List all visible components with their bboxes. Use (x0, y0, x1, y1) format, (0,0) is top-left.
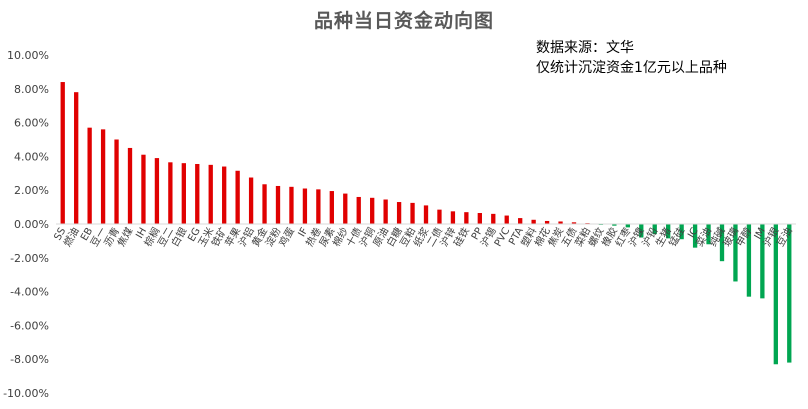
bar (343, 193, 348, 224)
bar (410, 202, 415, 225)
bar (450, 211, 456, 224)
bar (760, 224, 765, 299)
bar (356, 196, 361, 224)
y-tick-label: 0.00% (14, 218, 49, 231)
bar (370, 197, 375, 224)
bar (531, 219, 536, 224)
x-tick-label: IC (686, 226, 701, 240)
bar (746, 224, 752, 297)
bar (222, 166, 227, 224)
bar (396, 202, 402, 224)
bar (168, 162, 173, 224)
bar (154, 158, 160, 224)
bar (114, 139, 119, 224)
y-tick-label: 8.00% (14, 83, 49, 96)
y-tick-label: 4.00% (14, 150, 49, 163)
bar (248, 177, 254, 224)
bar (518, 218, 523, 224)
bar (544, 220, 550, 224)
x-tick-label: IM (753, 226, 768, 242)
bar (639, 224, 644, 238)
bar (275, 185, 281, 224)
bar-series (60, 82, 792, 365)
bar (504, 215, 509, 224)
bar (558, 221, 563, 224)
bar (464, 212, 469, 224)
bar (491, 213, 496, 224)
bar (679, 224, 684, 240)
bar (181, 163, 186, 224)
bar (87, 127, 92, 224)
chart-title: 品种当日资金动向图 (313, 10, 494, 32)
bar (302, 188, 308, 224)
bar (773, 224, 778, 365)
bar (437, 209, 442, 224)
bar (195, 164, 200, 224)
bar (706, 224, 711, 245)
x-tick-label: PP (470, 226, 486, 242)
bar (329, 191, 334, 224)
bar (60, 82, 65, 224)
bar (612, 224, 617, 226)
bar (477, 213, 482, 224)
bar (423, 205, 429, 224)
y-tick-label: -2.00% (10, 252, 49, 265)
data-source-note: 数据来源：文华 (536, 40, 634, 56)
bar (100, 129, 106, 224)
bar (74, 92, 79, 225)
y-tick-label: 6.00% (14, 117, 49, 130)
y-tick-label: 2.00% (14, 184, 49, 197)
bar (262, 184, 267, 224)
bar (208, 164, 213, 224)
y-tick-label: 10.00% (7, 49, 49, 62)
y-tick-label: -8.00% (10, 353, 49, 366)
bar (316, 189, 321, 224)
bar (652, 224, 657, 235)
y-tick-label: -4.00% (10, 286, 49, 299)
bar (127, 147, 133, 224)
bar (141, 154, 146, 224)
y-tick-label: -6.00% (10, 319, 49, 332)
bar (666, 224, 671, 239)
filter-note: 仅统计沉淀资金1亿元以上品种 (536, 60, 727, 76)
bar (692, 224, 698, 248)
bar (719, 224, 725, 262)
bar (289, 186, 294, 224)
y-axis-ticks: 10.00% 8.00% 6.00% 4.00% 2.00% 0.00% -2.00% -4.… (3, 49, 49, 400)
bar (571, 222, 577, 224)
bar (733, 224, 738, 282)
x-tick-label: IH (134, 226, 149, 241)
y-tick-label: -10.00% (3, 387, 49, 400)
bar (787, 224, 792, 363)
bar (383, 199, 388, 224)
bar (235, 170, 240, 224)
bar (625, 224, 630, 228)
